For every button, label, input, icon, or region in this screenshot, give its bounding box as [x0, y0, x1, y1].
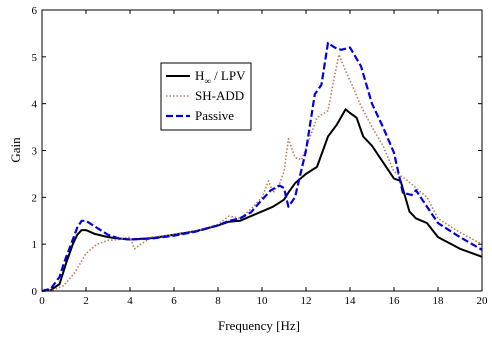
- x-axis-label: Frequency [Hz]: [218, 318, 300, 333]
- y-tick-label: 6: [32, 5, 38, 17]
- x-tick-label: 8: [215, 295, 221, 307]
- x-tick-label: 10: [257, 295, 269, 307]
- y-tick-label: 3: [32, 146, 38, 158]
- x-tick-label: 12: [301, 295, 312, 307]
- series-line-passive: [41, 41, 483, 293]
- legend-box: [160, 62, 252, 131]
- y-tick-label: 0: [32, 286, 38, 298]
- x-tick-label: 20: [477, 295, 489, 307]
- legend-label: SH-ADD: [195, 88, 244, 103]
- x-tick-label: 4: [127, 295, 133, 307]
- plot-frame: [41, 9, 483, 292]
- y-tick-label: 5: [32, 52, 38, 64]
- x-tick-label: 14: [345, 295, 357, 307]
- x-tick-label: 0: [39, 295, 45, 307]
- series-line-h-lpv: [41, 108, 483, 292]
- legend: H∞ / LPV SH-ADD Passive: [160, 62, 252, 131]
- plot-area: [41, 41, 483, 293]
- legend-label: Passive: [195, 108, 234, 123]
- series-line-sh-add: [41, 53, 483, 292]
- y-tick-label: 1: [32, 239, 38, 251]
- y-axis-label: Gain: [8, 137, 23, 163]
- y-tick-label: 4: [32, 99, 38, 111]
- x-tick-label: 2: [83, 295, 89, 307]
- x-tick-label: 18: [433, 295, 445, 307]
- x-tick-label: 6: [171, 295, 177, 307]
- y-tick-label: 2: [32, 192, 38, 204]
- legend-label: H∞ / LPV: [195, 68, 246, 86]
- x-tick-label: 16: [389, 295, 401, 307]
